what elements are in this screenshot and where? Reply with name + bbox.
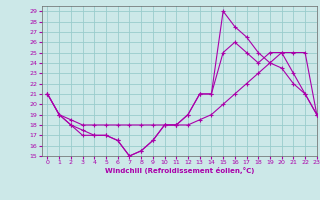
- X-axis label: Windchill (Refroidissement éolien,°C): Windchill (Refroidissement éolien,°C): [105, 167, 254, 174]
